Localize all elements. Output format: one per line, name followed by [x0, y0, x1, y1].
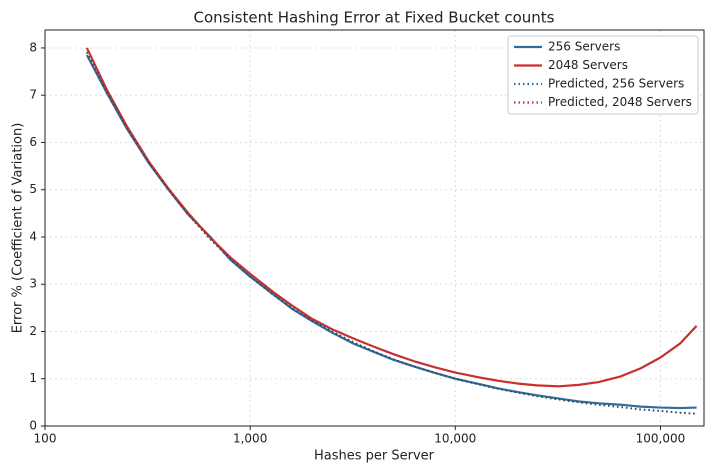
y-axis-label: Error % (Coefficient of Variation) [11, 123, 26, 334]
legend-label: 2048 Servers [548, 58, 628, 72]
series-line [85, 47, 698, 388]
y-tick-label: 5 [29, 182, 37, 196]
y-tick-label: 2 [29, 324, 37, 338]
chart-title: Consistent Hashing Error at Fixed Bucket… [194, 9, 555, 27]
x-tick-label: 10,000 [434, 432, 476, 446]
y-tick-label: 6 [29, 135, 37, 149]
series-line [86, 51, 697, 415]
x-tick-label: 1,000 [233, 432, 267, 446]
x-tick-label: 100,000 [636, 432, 686, 446]
y-tick-label: 3 [29, 277, 37, 291]
y-tick-label: 4 [29, 229, 37, 243]
y-tick-label: 7 [29, 88, 37, 102]
y-tick-label: 8 [29, 40, 37, 54]
y-tick-label: 0 [29, 419, 37, 433]
legend-box [507, 35, 699, 115]
x-tick-label: 100 [34, 432, 57, 446]
y-tick-label: 1 [29, 371, 37, 385]
plot-frame [44, 29, 705, 427]
legend-label: Predicted, 2048 Servers [548, 95, 692, 109]
legend-label: Predicted, 256 Servers [548, 77, 684, 91]
x-axis-label: Hashes per Server [314, 449, 435, 464]
legend-label: 256 Servers [548, 40, 620, 54]
